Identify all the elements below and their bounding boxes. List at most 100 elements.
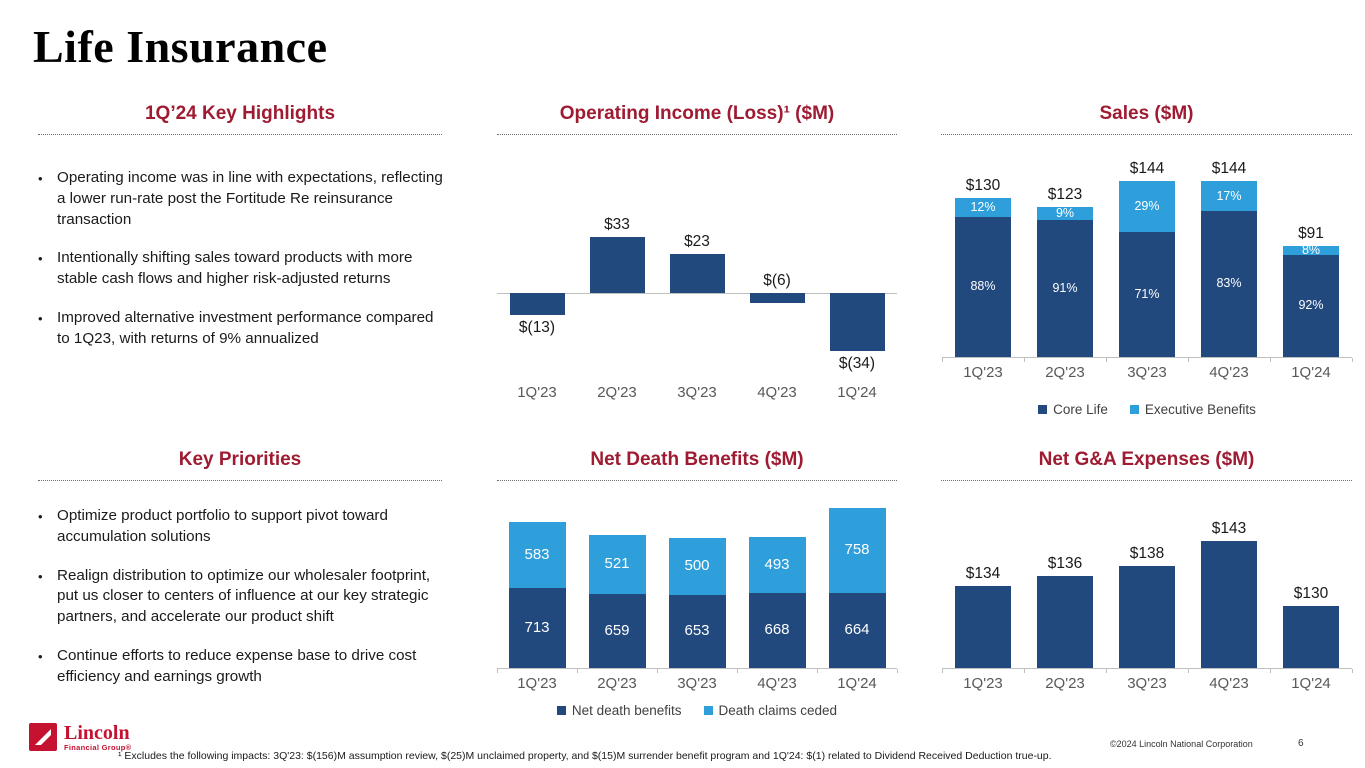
x-axis xyxy=(942,668,1352,669)
legend-label-death-claims-ceded: Death claims ceded xyxy=(718,703,838,718)
net-death-benefits-legend: Net death benefits Death claims ceded xyxy=(497,703,897,718)
bar-segment-3Q'23 xyxy=(668,594,726,668)
x-axis xyxy=(497,668,897,669)
legend-item-core-life: Core Life xyxy=(1038,402,1108,417)
axis-tick xyxy=(1024,358,1025,362)
lincoln-logo: Lincoln Financial Group® xyxy=(28,722,131,752)
chart-net-death-benefits: Net death benefits Death claims ceded 71… xyxy=(497,505,898,725)
category-label: 4Q'23 xyxy=(757,384,797,401)
bar-1Q'23 xyxy=(509,293,565,316)
lincoln-logo-icon xyxy=(29,723,57,751)
bar-2Q'23 xyxy=(1037,575,1093,668)
bullet-text: Intentionally shifting sales toward prod… xyxy=(57,249,413,288)
bar-segment-1Q'23 xyxy=(508,587,566,668)
category-label: 3Q'23 xyxy=(677,675,717,692)
total-label: $91 xyxy=(1298,224,1324,242)
bar-segment-4Q'23 xyxy=(1201,211,1257,357)
segment-label: 521 xyxy=(604,555,630,573)
bar-segment-3Q'23 xyxy=(1119,232,1175,357)
bullet-text: Improved alternative investment performa… xyxy=(57,309,434,347)
category-label: 1Q'24 xyxy=(837,384,877,401)
legend-label-net-death-benefits: Net death benefits xyxy=(571,703,682,718)
category-label: 1Q'23 xyxy=(517,384,557,401)
category-label: 4Q'23 xyxy=(757,675,797,692)
total-label: $144 xyxy=(1129,160,1165,178)
bar-4Q'23 xyxy=(1201,540,1257,668)
legend-item-net-death-benefits: Net death benefits xyxy=(556,703,682,718)
bar-segment-1Q'23 xyxy=(955,198,1011,218)
bullet-item: • Intentionally shifting sales toward pro… xyxy=(38,248,445,290)
segment-label: 9% xyxy=(1055,205,1075,220)
segment-label: 88% xyxy=(970,279,996,294)
bullet-item: • Continue efforts to reduce expense base… xyxy=(38,646,448,688)
chart-operating-income: $(13) $33 $23 $(6) $(34) 1Q'23 2Q'23 3Q'23 4Q'23… xyxy=(497,148,897,410)
bar-3Q'23 xyxy=(669,253,725,293)
page-number: 6 xyxy=(1298,738,1304,749)
value-label: $(13) xyxy=(518,319,556,337)
category-label: 4Q'23 xyxy=(1209,675,1249,692)
bullet-icon: • xyxy=(38,509,43,524)
category-label: 1Q'23 xyxy=(517,675,557,692)
bullet-icon: • xyxy=(38,649,43,665)
segment-label: 29% xyxy=(1134,199,1160,214)
bullet-icon: • xyxy=(38,311,43,327)
bar-1Q'23 xyxy=(955,585,1011,668)
category-label: 2Q'23 xyxy=(597,384,637,401)
bullet-item: • Operating income was in line with expec… xyxy=(38,168,445,230)
bullet-icon: • xyxy=(38,251,43,267)
category-label: 3Q'23 xyxy=(1127,364,1167,381)
bar-segment-1Q'24 xyxy=(1283,245,1339,255)
segment-label: 500 xyxy=(684,557,710,575)
segment-label: 493 xyxy=(764,555,790,573)
segment-label: 12% xyxy=(970,200,996,215)
axis-tick xyxy=(1106,358,1107,362)
bullet-text: Realign distribution to optimize our who… xyxy=(57,566,431,626)
category-label: 2Q'23 xyxy=(597,675,637,692)
legend-item-executive-benefits: Executive Benefits xyxy=(1129,402,1256,417)
footnote: ¹ Excludes the following impacts: 3Q'23:… xyxy=(118,750,1052,762)
axis-tick xyxy=(1270,669,1271,673)
logo-subtitle: Financial Group® xyxy=(64,742,132,752)
segment-label: 713 xyxy=(524,618,550,636)
bullet-text: Operating income was in line with expect… xyxy=(57,169,443,228)
segment-label: 583 xyxy=(524,545,550,563)
section-header-net-death-benefits: Net Death Benefits ($M) xyxy=(497,449,897,481)
bar-4Q'23 xyxy=(749,293,805,304)
bar-2Q'23 xyxy=(589,236,645,293)
section-header-net-ga-expenses: Net G&A Expenses ($M) xyxy=(941,449,1352,481)
bar-segment-2Q'23 xyxy=(588,535,646,594)
bar-1Q'24 xyxy=(1283,605,1339,668)
segment-label: 83% xyxy=(1216,276,1242,291)
category-label: 3Q'23 xyxy=(1127,675,1167,692)
value-label: $(34) xyxy=(838,354,876,372)
category-label: 4Q'23 xyxy=(1209,364,1249,381)
axis-tick xyxy=(1352,669,1353,673)
logo-wordmark: Lincoln xyxy=(64,721,130,744)
legend-label-core-life: Core Life xyxy=(1053,402,1108,417)
bullet-text: Optimize product portfolio to support pi… xyxy=(57,507,388,545)
bar-segment-4Q'23 xyxy=(1201,181,1257,212)
axis-tick xyxy=(1024,669,1025,673)
bullet-icon: • xyxy=(38,568,43,584)
bullet-item: • Optimize product portfolio to support p… xyxy=(38,506,448,548)
axis-tick xyxy=(817,669,818,673)
key-priorities-list: • Optimize product portfolio to support p… xyxy=(38,506,448,706)
segment-label: 668 xyxy=(764,621,790,639)
axis-tick xyxy=(1188,358,1189,362)
core-life-swatch-icon xyxy=(1038,405,1048,414)
bar-segment-4Q'23 xyxy=(748,537,806,593)
sales-legend: Core Life Executive Benefits xyxy=(942,402,1352,417)
executive-benefits-swatch-icon xyxy=(1129,405,1139,414)
total-label: $144 xyxy=(1211,160,1247,178)
axis-tick xyxy=(942,669,943,673)
axis-tick xyxy=(897,669,898,673)
axis-tick xyxy=(577,669,578,673)
axis-tick xyxy=(1270,358,1271,362)
segment-label: 92% xyxy=(1298,298,1324,313)
value-label: $(6) xyxy=(763,272,791,289)
segment-label: 653 xyxy=(684,621,710,639)
death-claims-ceded-swatch-icon xyxy=(703,706,713,715)
net-death-benefits-swatch-icon xyxy=(556,706,566,715)
segment-label: 659 xyxy=(604,621,630,639)
